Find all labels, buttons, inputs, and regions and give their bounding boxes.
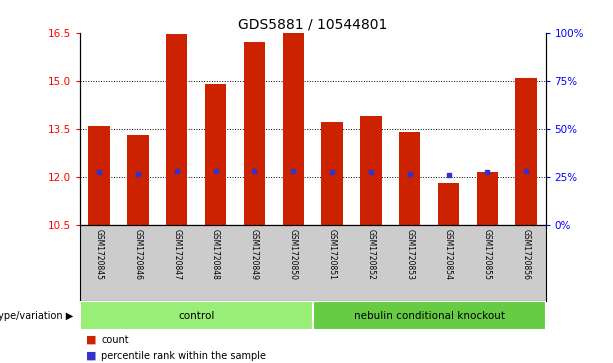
Text: ■: ■ [86,351,96,361]
Bar [166,34,188,225]
Text: GSM1720846: GSM1720846 [134,229,142,280]
Bar [313,301,546,330]
Text: GSM1720856: GSM1720856 [522,229,531,280]
Text: GSM1720852: GSM1720852 [367,229,375,280]
Bar [205,84,226,225]
Text: GSM1720851: GSM1720851 [327,229,337,280]
Bar [360,116,381,225]
Bar [321,122,343,225]
Bar [283,33,304,225]
Bar [477,172,498,225]
Bar [88,126,110,225]
Text: nebulin conditional knockout: nebulin conditional knockout [354,311,504,321]
Bar [516,78,537,225]
Text: ■: ■ [86,335,96,345]
Bar [80,301,313,330]
Title: GDS5881 / 10544801: GDS5881 / 10544801 [238,17,387,32]
Text: GSM1720849: GSM1720849 [250,229,259,280]
Bar [399,132,421,225]
Bar [438,183,459,225]
Text: GSM1720848: GSM1720848 [211,229,220,280]
Text: count: count [101,335,129,345]
Text: control: control [178,311,215,321]
Text: GSM1720850: GSM1720850 [289,229,298,280]
Bar [128,135,148,225]
Text: GSM1720845: GSM1720845 [94,229,104,280]
Text: genotype/variation ▶: genotype/variation ▶ [0,311,74,321]
Text: GSM1720855: GSM1720855 [483,229,492,280]
Bar [244,42,265,225]
Text: percentile rank within the sample: percentile rank within the sample [101,351,266,361]
Text: GSM1720853: GSM1720853 [405,229,414,280]
Text: GSM1720847: GSM1720847 [172,229,181,280]
Text: GSM1720854: GSM1720854 [444,229,453,280]
